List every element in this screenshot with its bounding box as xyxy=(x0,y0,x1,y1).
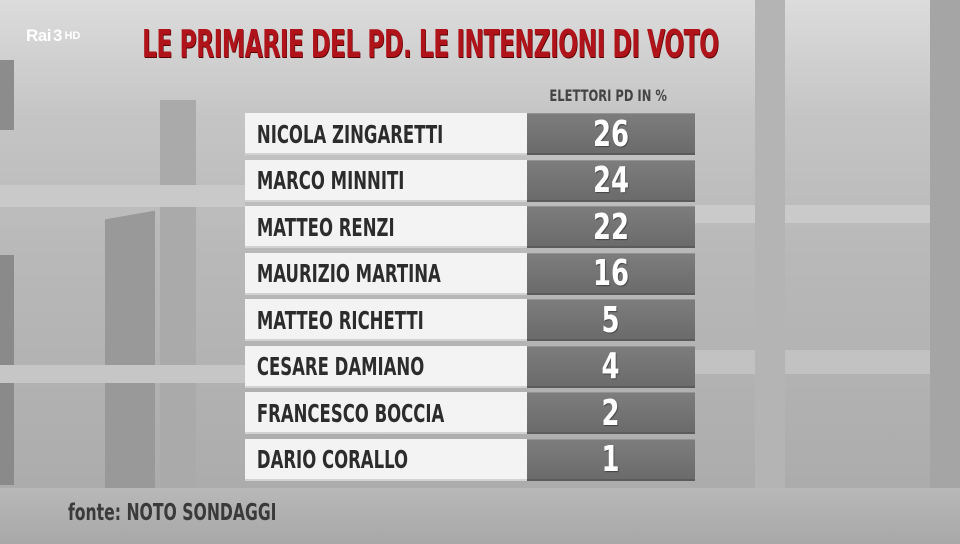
candidate-name: MAURIZIO MARTINA xyxy=(256,259,441,288)
vote-value: 1 xyxy=(601,439,621,480)
vote-value-cell: 2 xyxy=(527,392,695,434)
candidate-name: DARIO CORALLO xyxy=(256,445,409,474)
vote-value: 22 xyxy=(592,206,630,248)
table-row: FRANCESCO BOCCIA 2 xyxy=(245,392,695,434)
vote-value: 4 xyxy=(601,346,621,387)
candidate-name-cell: MAURIZIO MARTINA xyxy=(245,252,527,295)
candidate-name-cell: MATTEO RICHETTI xyxy=(245,299,527,341)
vote-value-cell: 24 xyxy=(527,159,695,202)
vote-value-cell: 16 xyxy=(527,252,695,295)
chart-title: LE PRIMARIE DEL PD. LE INTENZIONI DI VOT… xyxy=(142,22,719,66)
table-row: DARIO CORALLO 1 xyxy=(245,438,695,481)
column-header: ELETTORI PD IN % xyxy=(549,86,667,105)
vote-value: 2 xyxy=(601,392,621,434)
vote-value: 16 xyxy=(592,253,630,294)
candidate-name-cell: FRANCESCO BOCCIA xyxy=(245,392,527,434)
candidate-name: NICOLA ZINGARETTI xyxy=(256,119,444,149)
vote-value-cell: 1 xyxy=(527,438,695,481)
source-note: fonte: NOTO SONDAGGI xyxy=(68,500,277,526)
candidate-name: MARCO MINNITI xyxy=(256,166,405,195)
vote-value: 5 xyxy=(601,299,621,341)
vote-value-cell: 5 xyxy=(527,299,695,341)
candidate-name-cell: MATTEO RENZI xyxy=(245,206,527,248)
channel-quality: HD xyxy=(64,30,81,42)
vote-value-cell: 22 xyxy=(527,206,695,248)
candidate-name: MATTEO RICHETTI xyxy=(256,305,424,335)
candidate-name: CESARE DAMIANO xyxy=(256,352,425,381)
candidate-name-cell: CESARE DAMIANO xyxy=(245,345,527,388)
candidate-name-cell: MARCO MINNITI xyxy=(245,159,527,202)
table-row: CESARE DAMIANO 4 xyxy=(245,345,695,388)
vote-value-cell: 4 xyxy=(527,345,695,388)
vote-value: 24 xyxy=(592,160,630,201)
table-row: NICOLA ZINGARETTI 26 xyxy=(245,113,695,155)
channel-number: 3 xyxy=(52,26,63,45)
candidate-name: MATTEO RENZI xyxy=(256,212,395,242)
table-row: MATTEO RICHETTI 5 xyxy=(245,299,695,341)
channel-logo: Rai 3 HD xyxy=(26,26,80,46)
candidate-name-cell: NICOLA ZINGARETTI xyxy=(245,113,527,155)
candidate-name-cell: DARIO CORALLO xyxy=(245,438,527,481)
vote-value-cell: 26 xyxy=(527,113,695,155)
table-row: MATTEO RENZI 22 xyxy=(245,206,695,248)
vote-value: 26 xyxy=(592,113,630,155)
channel-brand: Rai xyxy=(26,26,51,45)
table-row: MARCO MINNITI 24 xyxy=(245,159,695,202)
candidate-name: FRANCESCO BOCCIA xyxy=(256,398,445,428)
poll-table: NICOLA ZINGARETTI 26 MARCO MINNITI 24 MATTEO… xyxy=(245,113,695,485)
table-row: MAURIZIO MARTINA 16 xyxy=(245,252,695,295)
